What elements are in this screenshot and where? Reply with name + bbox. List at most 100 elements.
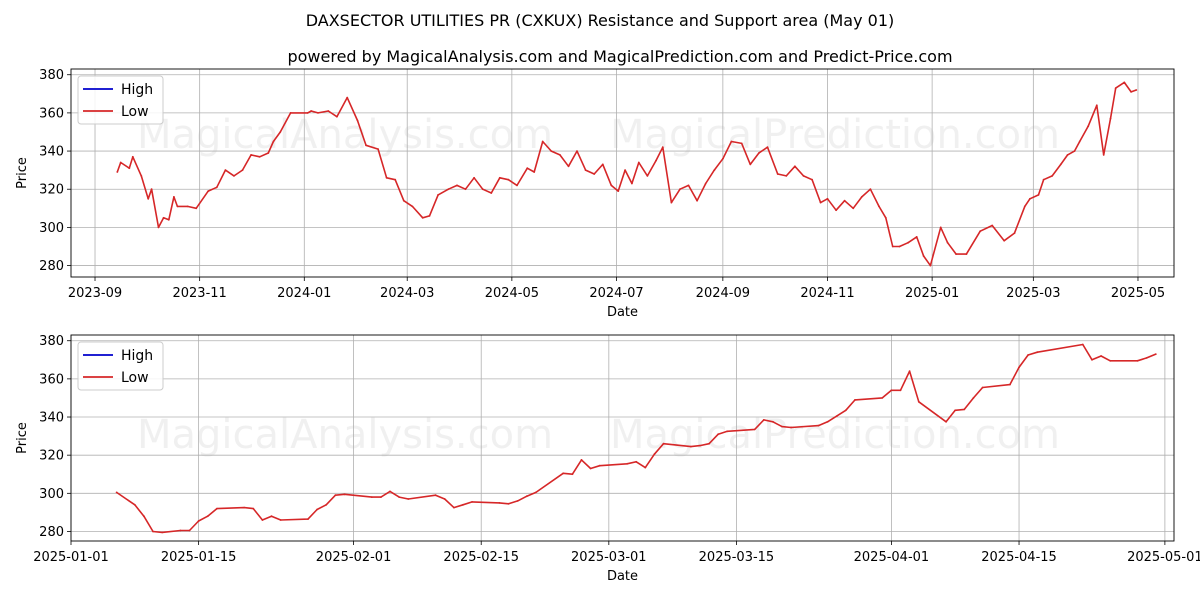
data-point: [1013, 232, 1016, 235]
data-point: [730, 140, 733, 143]
y-tick-label: 360: [39, 106, 64, 121]
data-point: [462, 503, 464, 506]
x-tick-label: 2025-02-01: [316, 550, 392, 565]
data-point: [179, 529, 182, 532]
data-point: [150, 188, 153, 191]
x-tick-label: 2025-02-15: [443, 550, 519, 565]
data-point: [646, 175, 649, 177]
y-tick-label: 380: [39, 334, 64, 349]
data-point: [631, 182, 633, 185]
legend-box: [77, 341, 164, 391]
data-point: [954, 409, 957, 412]
data-point: [826, 197, 829, 200]
data-point: [890, 389, 893, 392]
data-point: [908, 370, 911, 373]
data-point: [336, 115, 338, 118]
watermark-left: MagicalAnalysis.com: [137, 412, 553, 458]
data-point: [380, 496, 382, 498]
data-point: [498, 502, 501, 504]
data-point: [550, 150, 553, 153]
data-point: [898, 245, 901, 248]
y-tick-label: 380: [39, 68, 64, 83]
data-point: [559, 154, 561, 156]
data-point: [670, 201, 673, 204]
data-point: [473, 176, 475, 179]
data-point: [195, 207, 198, 210]
legend-label-low: Low: [121, 104, 149, 120]
data-point: [843, 199, 846, 202]
data-point: [753, 428, 756, 431]
y-axis-label: Price: [15, 422, 30, 454]
data-point: [946, 241, 949, 244]
data-point: [334, 494, 337, 497]
data-point: [811, 178, 813, 181]
data-point: [243, 506, 246, 509]
x-tick-label: 2025-05: [1111, 286, 1165, 301]
data-point: [852, 207, 855, 210]
data-point: [979, 230, 982, 233]
data-point: [140, 175, 143, 177]
data-point: [722, 157, 724, 160]
data-point: [617, 190, 620, 193]
data-point: [453, 506, 455, 509]
data-point: [258, 155, 261, 158]
data-point: [365, 144, 367, 147]
data-point: [346, 96, 349, 99]
data-point: [717, 433, 720, 436]
data-point: [507, 502, 510, 505]
data-point: [533, 171, 536, 173]
data-point: [176, 205, 179, 208]
data-point: [1123, 81, 1126, 84]
data-point: [1009, 383, 1011, 386]
data-point: [1066, 154, 1069, 156]
data-point: [402, 199, 405, 202]
data-point: [1087, 125, 1090, 128]
data-point: [116, 171, 119, 173]
data-point: [343, 493, 346, 496]
data-point: [356, 119, 359, 122]
data-point: [516, 184, 518, 187]
data-point: [525, 495, 528, 498]
data-point: [624, 169, 626, 172]
legend: High Low: [77, 75, 164, 125]
data-point: [580, 459, 583, 461]
data-point: [1154, 353, 1157, 355]
data-point: [1023, 205, 1026, 208]
x-axis-label: Date: [607, 305, 638, 320]
data-point: [661, 146, 664, 149]
data-point: [637, 161, 640, 164]
data-point: [1078, 140, 1081, 143]
data-point: [272, 140, 275, 143]
data-point: [1095, 104, 1098, 107]
data-point: [188, 529, 191, 532]
data-point: [790, 426, 792, 429]
series-low-line: [116, 81, 1137, 267]
data-point: [704, 182, 707, 185]
data-point: [1018, 366, 1020, 369]
data-point: [687, 184, 690, 187]
x-tick-label: 2025-01-15: [161, 550, 237, 565]
y-tick-label: 300: [39, 487, 64, 502]
data-point: [317, 112, 319, 114]
data-point: [653, 453, 656, 456]
data-point: [915, 236, 918, 238]
data-point: [981, 386, 984, 389]
data-point: [507, 178, 510, 181]
y-tick-label: 320: [39, 183, 64, 198]
data-point: [398, 496, 401, 498]
x-tick-label: 2025-01: [905, 286, 959, 301]
data-point: [1042, 178, 1045, 181]
data-point: [115, 491, 118, 494]
data-point: [407, 498, 410, 500]
data-point: [377, 148, 379, 151]
data-point: [1136, 359, 1139, 362]
data-point: [785, 175, 788, 177]
data-point: [267, 152, 270, 154]
data-point: [1109, 117, 1112, 120]
data-point: [241, 169, 244, 172]
data-point: [456, 184, 458, 187]
data-point: [385, 176, 388, 179]
data-point: [316, 508, 318, 511]
data-point: [576, 150, 578, 153]
